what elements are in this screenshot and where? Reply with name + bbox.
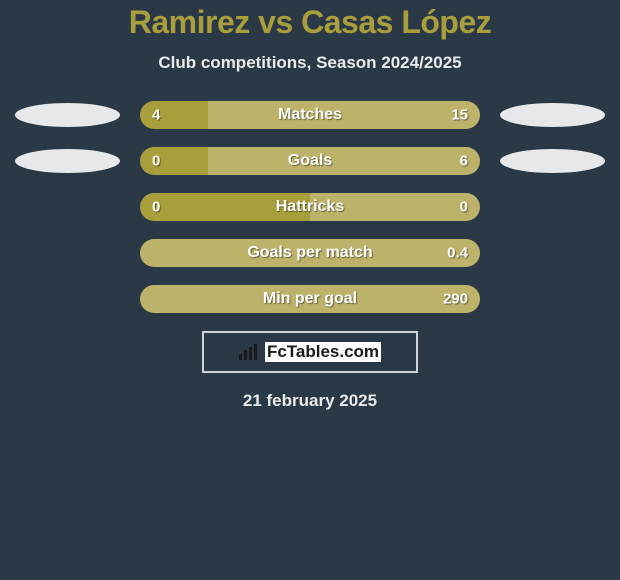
player-left-shape-icon <box>15 149 120 173</box>
bar-mid-segment <box>208 147 480 175</box>
stat-row-min-per-goal: Min per goal 290 <box>0 285 620 313</box>
bar-left-segment <box>140 101 208 129</box>
stat-row-hattricks: 0 Hattricks 0 <box>0 193 620 221</box>
bar-left-segment <box>140 147 208 175</box>
stat-bar: 4 Matches 15 <box>140 101 480 129</box>
page-title: Ramirez vs Casas López <box>0 4 620 41</box>
branding-box: FcTables.com <box>202 331 418 373</box>
bar-mid-segment <box>208 101 480 129</box>
stat-row-goals-per-match: Goals per match 0.4 <box>0 239 620 267</box>
bar-mid-segment <box>140 285 480 313</box>
player-left-shape-icon <box>15 103 120 127</box>
bar-mid-segment <box>140 239 480 267</box>
stat-row-matches: 4 Matches 15 <box>0 101 620 129</box>
subtitle: Club competitions, Season 2024/2025 <box>0 53 620 73</box>
branding-text: FcTables.com <box>265 342 381 362</box>
date-text: 21 february 2025 <box>0 391 620 411</box>
player-right-shape-icon <box>500 103 605 127</box>
stat-bar: Min per goal 290 <box>140 285 480 313</box>
player-right-shape-icon <box>500 149 605 173</box>
stat-bar: 0 Hattricks 0 <box>140 193 480 221</box>
bar-chart-icon <box>239 344 259 360</box>
stat-row-goals: 0 Goals 6 <box>0 147 620 175</box>
stat-bar: 0 Goals 6 <box>140 147 480 175</box>
comparison-infographic: Ramirez vs Casas López Club competitions… <box>0 0 620 411</box>
bar-mid-segment <box>310 193 480 221</box>
bar-left-segment <box>140 193 310 221</box>
stat-bar: Goals per match 0.4 <box>140 239 480 267</box>
